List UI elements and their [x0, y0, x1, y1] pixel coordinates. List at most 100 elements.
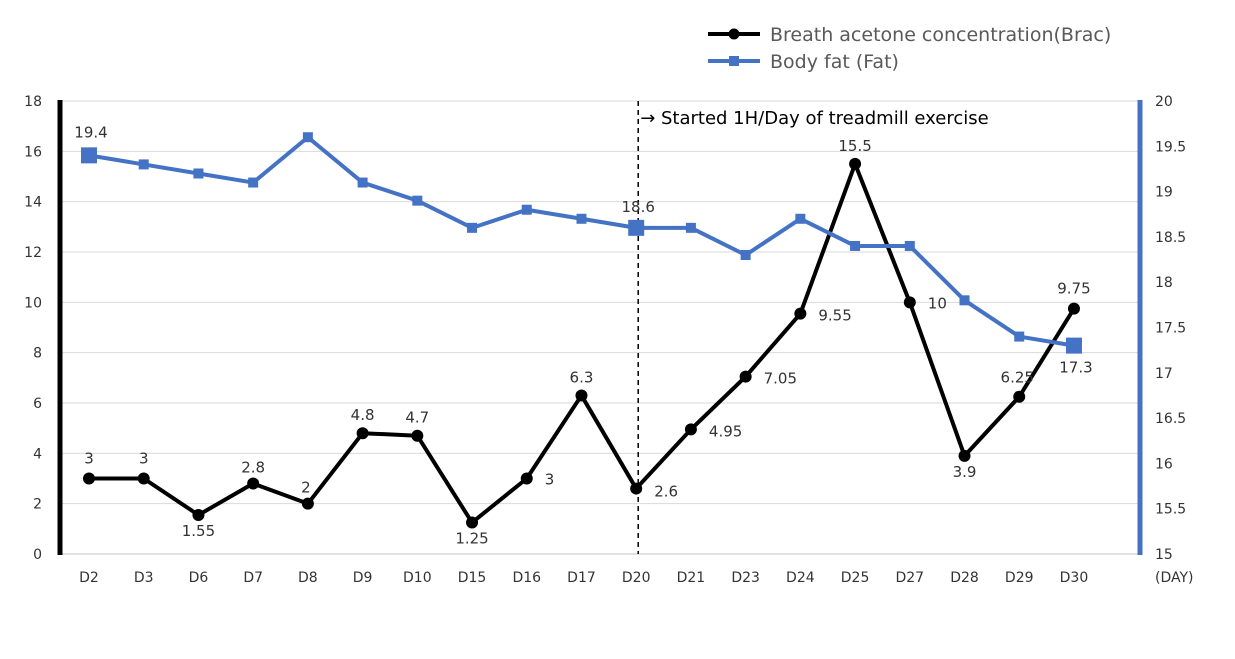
fat-point: [685, 222, 696, 233]
fat-data-label: 18.6: [621, 198, 654, 216]
fat-point: [740, 250, 751, 261]
y-right-tick-label: 17.5: [1155, 321, 1186, 337]
fat-point: [357, 177, 368, 188]
brac-point: [849, 157, 862, 170]
brac-data-label: 7.05: [764, 370, 797, 388]
fat-point: [138, 159, 149, 170]
y-left-tick-label: 0: [33, 547, 42, 563]
brac-data-label: 3.9: [953, 463, 977, 481]
x-tick-label: D6: [189, 570, 209, 586]
brac-data-label: 9.55: [818, 307, 851, 325]
fat-data-label: 19.4: [74, 123, 107, 141]
x-tick-label: D16: [512, 570, 541, 586]
brac-point: [520, 472, 533, 485]
y-left-tick-label: 14: [24, 195, 42, 211]
y-left-tick-label: 8: [33, 346, 42, 362]
x-tick-label: D21: [677, 570, 706, 586]
x-tick-label: D29: [1005, 570, 1034, 586]
fat-point: [904, 240, 915, 251]
brac-data-label: 9.75: [1057, 280, 1090, 298]
brac-point: [1013, 390, 1026, 403]
fat-point: [795, 213, 806, 224]
brac-data-label: 6.3: [570, 368, 594, 386]
x-tick-label: D2: [79, 570, 99, 586]
x-tick-label: D20: [622, 570, 651, 586]
fat-point: [850, 240, 861, 251]
brac-point: [137, 472, 150, 485]
fat-point: [81, 147, 97, 164]
brac-point: [1067, 302, 1080, 315]
brac-point: [83, 472, 95, 485]
brac-data-label: 4.95: [709, 422, 742, 440]
fat-point: [521, 204, 532, 215]
brac-point: [684, 423, 697, 436]
y-right-tick-label: 20: [1155, 94, 1173, 110]
fat-point: [193, 168, 204, 179]
brac-data-label: 2: [301, 479, 311, 497]
x-tick-label: D30: [1060, 570, 1089, 586]
x-tick-label: D17: [567, 570, 596, 586]
y-left-tick-label: 4: [33, 446, 42, 462]
fat-point: [576, 213, 587, 224]
y-left-tick-label: 6: [33, 396, 42, 412]
x-tick-label: D27: [895, 570, 924, 586]
x-tick-label: D8: [298, 570, 318, 586]
fat-line: [88, 135, 1075, 348]
fat-point: [628, 219, 645, 236]
y-right-tick-label: 19: [1155, 185, 1173, 201]
y-right-tick-label: 18.5: [1155, 230, 1186, 246]
x-tick-label: D24: [786, 570, 815, 586]
y-right-tick-label: 17: [1155, 366, 1173, 382]
brac-point: [630, 482, 643, 495]
y-right-tick-label: 16: [1155, 456, 1173, 472]
fat-data-label: 17.3: [1059, 359, 1092, 377]
brac-point: [192, 508, 205, 521]
brac-data-label: 2.8: [241, 459, 265, 477]
brac-data-label: 1.25: [455, 530, 488, 548]
brac-data-label: 3: [139, 450, 149, 468]
brac-data-label: 4.7: [405, 409, 429, 427]
brac-data-label: 3: [545, 471, 555, 489]
brac-point: [411, 429, 424, 442]
x-tick-label: D7: [243, 570, 263, 586]
series: [81, 132, 1082, 529]
annotation-text: → Started 1H/Day of treadmill exercise: [640, 108, 989, 129]
brac-point: [575, 389, 588, 402]
x-tick-label: D9: [353, 570, 373, 586]
x-tick-label: D3: [134, 570, 154, 586]
brac-data-label: 4.8: [351, 406, 375, 424]
brac-data-label: 10: [928, 294, 947, 312]
brac-data-label: 15.5: [838, 137, 871, 155]
gridlines: [60, 100, 1140, 505]
y-right-tick-label: 15: [1155, 547, 1173, 563]
fat-point: [959, 295, 970, 306]
brac-point: [301, 497, 314, 510]
y-right-tick-label: 15.5: [1155, 502, 1186, 518]
x-tick-label: D28: [950, 570, 979, 586]
legend: Breath acetone concentration(Brac) Body f…: [708, 24, 1111, 73]
fat-point: [302, 132, 313, 143]
x-tick-label: D15: [458, 570, 487, 586]
x-tick-label: D10: [403, 570, 432, 586]
brac-point: [958, 449, 971, 462]
brac-point: [794, 307, 807, 320]
legend-marker: [728, 28, 740, 40]
brac-point: [466, 516, 479, 529]
brac-point: [356, 427, 369, 440]
brac-data-label: 1.55: [182, 522, 215, 540]
y-right-tick-label: 18: [1155, 275, 1173, 291]
brac-point: [739, 370, 752, 383]
fat-point: [248, 177, 259, 188]
y-right-tick-label: 19.5: [1155, 139, 1186, 155]
legend-label-brac: Breath acetone concentration(Brac): [770, 24, 1111, 46]
brac-data-label: 6.25: [1001, 369, 1034, 387]
fat-point: [412, 195, 423, 206]
brac-point: [247, 477, 260, 490]
x-tick-label: D25: [841, 570, 870, 586]
annotation: → Started 1H/Day of treadmill exercise: [637, 101, 989, 554]
legend-marker: [729, 56, 739, 66]
data-labels: 3 3 1.55 2.8 2 4.8 4.7 1.25 3 6.3 2.6 4.95 7.05 9.55 1…: [74, 123, 1092, 547]
y-left-tick-label: 10: [24, 295, 42, 311]
